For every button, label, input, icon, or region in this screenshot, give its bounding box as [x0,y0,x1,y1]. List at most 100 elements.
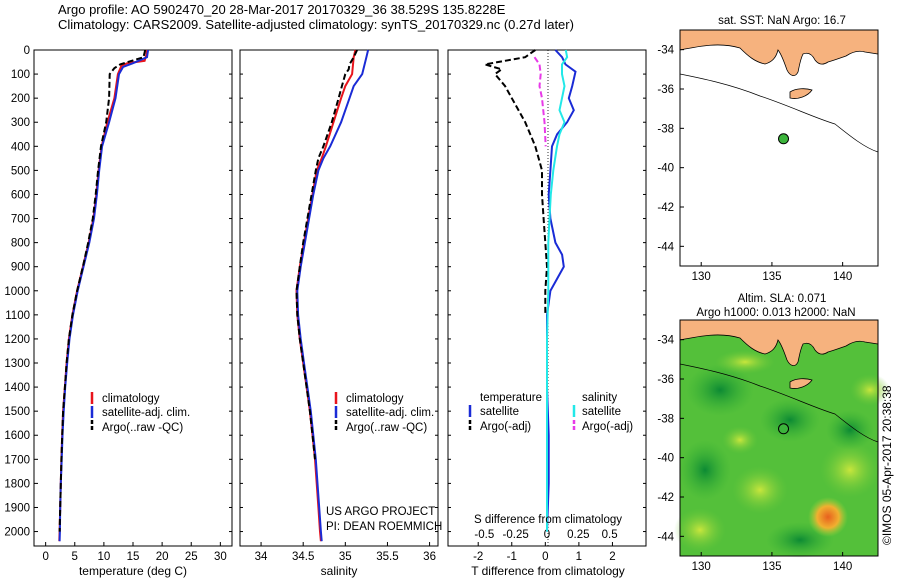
argo-float-marker [778,423,790,435]
lon-tick-label: 135 [762,561,781,573]
x-tick-label: -2 [473,551,483,563]
sst-map-frame [679,29,879,267]
sla-map-title: Altim. SLA: 0.071 [738,293,827,305]
salinity-legend: climatology satellite-adj. clim. Argo(..… [334,392,434,434]
x-tick-label: 35.5 [376,551,398,563]
depth-tick-label: 800 [11,238,30,250]
project-label: US ARGO PROJECT [326,506,435,518]
legend-argo: Argo(..raw -QC) [346,422,427,434]
legend-climatology: climatology [102,393,160,405]
legend-satellite: satellite-adj. clim. [346,407,434,419]
lat-tick-label: -34 [657,335,674,347]
sla-map-frame [679,319,879,557]
depth-tick-label: 1100 [5,310,30,322]
x-tick-label: -1 [507,551,517,563]
lat-tick-label: -38 [657,123,674,135]
difference-x-axis: -2 -1 0 1 2 [448,49,646,563]
x-tick-label: 36 [423,551,436,563]
plot-title-line1: Argo profile: AO 5902470_20 28-Mar-2017 … [58,2,506,17]
salinity-frame [239,49,439,547]
difference-x-label: T difference from climatology [471,564,625,578]
depth-tick-label: 1600 [4,430,30,442]
temperature-profiles [58,49,150,542]
temperature-legend: climatology satellite-adj. clim. Argo(..… [90,392,190,434]
legend-climatology: climatology [346,393,404,405]
legend-temp-argo: Argo(-adj) [480,421,531,433]
depth-tick-label: 1800 [4,478,30,490]
depth-tick-label: 1900 [4,502,30,514]
legend-temp-satellite: satellite [480,406,519,418]
salinity-x-label: salinity [321,564,358,578]
x-tick-label: 35 [339,551,352,563]
lat-tick-label: -40 [657,163,674,175]
depth-tick-label: 1400 [4,382,30,394]
lon-tick-label: 135 [762,271,781,283]
depth-tick-label: 0 [24,45,30,57]
x-tick-label: 25 [185,551,198,563]
salinity-difference-axis: -0.5 -0.25 0 0.25 0.5 [474,529,617,541]
depth-tick-label: 400 [11,141,30,153]
salinity-profiles [295,49,370,542]
x-tick-label: 1 [576,551,582,563]
depth-tick-label: 1700 [4,454,30,466]
sst-map-title: sat. SST: NaN Argo: 16.7 [718,15,846,27]
difference-panel: -2 -1 0 1 2 -0.5 -0.25 0 0.25 0.5 temperature sa… [447,49,647,578]
legend-argo: Argo(..raw -QC) [102,422,183,434]
x-tick-label: 2 [609,551,615,563]
legend-heading-temperature: temperature [480,392,542,404]
lon-tick-label: 130 [692,561,711,573]
lat-tick-label: -42 [657,202,674,214]
lat-tick-label: -38 [657,413,674,425]
sst-map-ocean [680,30,878,266]
depth-tick-label: 1200 [4,334,30,346]
legend-satellite: satellite-adj. clim. [102,407,190,419]
lat-tick-label: -44 [657,241,674,253]
temperature-x-axis: 0 5 10 15 20 25 30 [42,49,232,563]
sla-map-subtitle: Argo h1000: 0.013 h2000: NaN [696,307,855,319]
x-tick-label: 20 [156,551,169,563]
series-line-temperature-argo-adj- [484,49,549,315]
argo-float-marker [778,133,790,145]
legend-sal-satellite: satellite [582,406,621,418]
series-line-argo-raw-qc- [58,49,147,532]
salinity-x-axis: 34 34.5 35 35.5 36 [240,49,438,563]
depth-tick-label: 1000 [4,286,30,298]
x-tick-label: 0 [42,551,48,563]
imos-timestamp: ©IMOS 05-Apr-2017 20:38:38 [880,385,894,545]
lat-tick-label: -34 [657,45,674,57]
salinity-difference-tick-label: -0.5 [474,529,494,541]
x-tick-label: 5 [72,551,78,563]
difference-legend: temperature satellite Argo(-adj) salinit… [468,392,633,433]
x-tick-label: 15 [127,551,140,563]
land-australia [679,319,879,366]
land-kangaroo-island [789,88,813,99]
temperature-x-label: temperature (deg C) [79,564,187,578]
salinity-difference-tick-label: 0.5 [602,529,618,541]
x-tick-label: 10 [97,551,110,563]
salinity-panel: 34 34.5 35 35.5 36 climatology satellite-adj… [239,49,442,578]
lat-tick-label: -40 [657,453,674,465]
legend-heading-salinity: salinity [582,392,617,404]
sst-map-axes: 130 135 140 -34 -36 -38 -40 -42 -44 [657,45,852,283]
salinity-difference-tick-label: 0 [544,529,550,541]
shelf-contour [679,363,879,443]
lon-tick-label: 140 [833,561,852,573]
depth-tick-label: 100 [11,69,30,81]
depth-tick-label: 1500 [4,406,30,418]
lat-tick-label: -44 [657,531,674,543]
lat-tick-label: -36 [657,84,674,96]
lon-tick-label: 140 [833,271,852,283]
x-tick-label: 30 [214,551,227,563]
temperature-panel: 0100200300400500600700800900100011001200… [4,45,233,578]
pi-label: PI: DEAN ROEMMICH [326,521,442,533]
temperature-frame [33,49,233,547]
sla-map-axes: 130 135 140 -34 -36 -38 -40 -42 -44 [657,335,852,573]
depth-tick-label: 1300 [4,358,30,370]
plot-title-line2: Climatology: CARS2009. Satellite-adjuste… [58,17,574,32]
salinity-difference-tick-label: 0.25 [567,529,589,541]
lon-tick-label: 130 [692,271,711,283]
depth-tick-label: 300 [11,117,30,129]
salinity-difference-label: S difference from climatology [474,514,622,526]
sst-map-panel: sat. SST: NaN Argo: 16.7 130 135 140 -34 -36… [657,15,879,283]
